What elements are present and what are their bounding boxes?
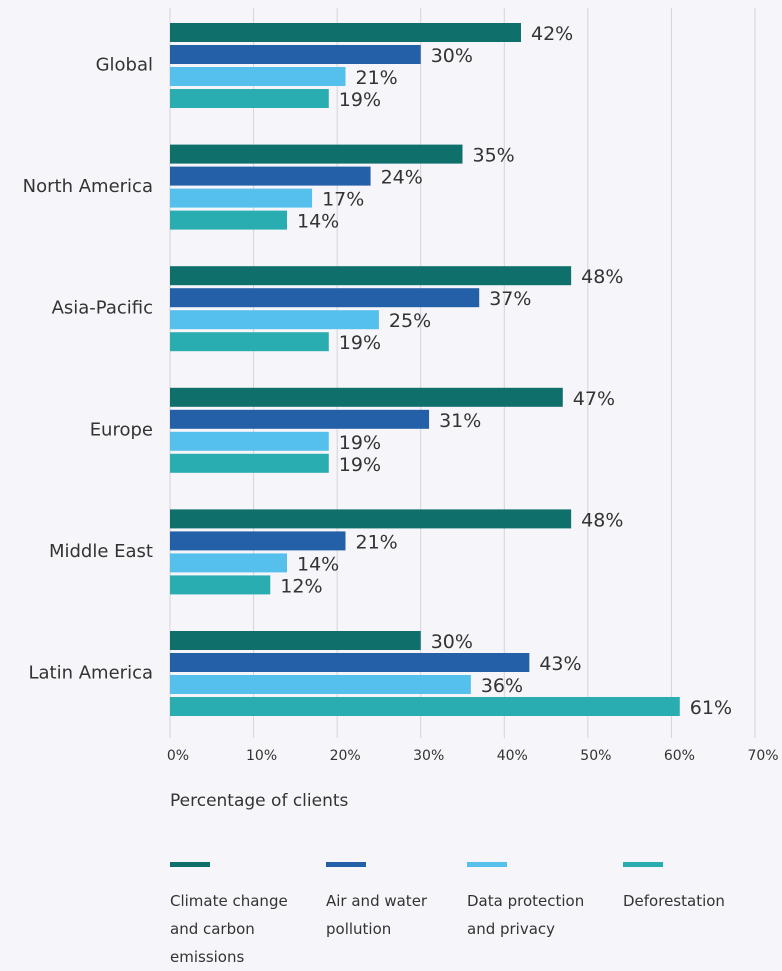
legend-item: Deforestation xyxy=(623,862,753,915)
category-label: Global xyxy=(96,55,153,76)
bar xyxy=(170,553,287,573)
value-label: 24% xyxy=(381,167,423,189)
x-tick-label: 20% xyxy=(330,748,361,764)
value-label: 31% xyxy=(439,410,481,432)
bar xyxy=(170,653,530,672)
value-label: 35% xyxy=(473,145,515,167)
value-label: 14% xyxy=(297,553,339,575)
legend-item: Data protection and privacy xyxy=(467,862,607,943)
bar xyxy=(170,67,346,86)
x-tick-label: 70% xyxy=(747,748,778,764)
category-label: Europe xyxy=(90,419,153,440)
legend-label: Air and water pollution xyxy=(326,892,428,938)
value-label: 42% xyxy=(531,23,573,45)
bar xyxy=(170,697,680,716)
legend-swatch xyxy=(467,862,507,867)
bar xyxy=(170,166,371,186)
bar xyxy=(170,210,287,230)
category-label: North America xyxy=(23,176,153,197)
value-label: 37% xyxy=(489,288,531,310)
bar xyxy=(170,409,430,429)
x-tick-label: 40% xyxy=(497,748,528,764)
bar xyxy=(170,45,421,64)
bar xyxy=(170,332,329,352)
value-label: 21% xyxy=(356,531,398,553)
bar xyxy=(170,675,471,694)
value-label: 19% xyxy=(339,454,381,476)
bar xyxy=(170,531,346,551)
value-label: 47% xyxy=(573,388,615,410)
x-tick-label: 10% xyxy=(246,748,277,764)
category-label: Asia-Pacific xyxy=(52,298,153,319)
bar xyxy=(170,288,480,308)
value-label: 36% xyxy=(481,675,523,697)
x-axis-title: Percentage of clients xyxy=(170,791,349,811)
category-label: Latin America xyxy=(29,663,154,684)
value-label: 21% xyxy=(356,67,398,89)
legend-label: Deforestation xyxy=(623,892,725,910)
value-label: 30% xyxy=(431,45,473,67)
value-label: 19% xyxy=(339,332,381,354)
x-tick-label: 50% xyxy=(580,748,611,764)
category-label: Middle East xyxy=(49,541,153,562)
bar xyxy=(170,23,521,42)
bar xyxy=(170,431,329,451)
bar xyxy=(170,89,329,108)
value-label: 19% xyxy=(339,432,381,454)
value-label: 61% xyxy=(690,697,732,719)
legend-item: Climate change and carbon emissions xyxy=(170,862,310,971)
value-label: 48% xyxy=(581,266,623,288)
x-tick-label: 60% xyxy=(664,748,695,764)
legend-swatch xyxy=(170,862,210,867)
value-label: 14% xyxy=(297,211,339,233)
value-label: 19% xyxy=(339,89,381,111)
value-label: 30% xyxy=(431,631,473,653)
value-label: 43% xyxy=(539,653,581,675)
bar xyxy=(170,387,563,407)
legend-label: Climate change and carbon emissions xyxy=(170,892,288,966)
bar xyxy=(170,631,421,650)
legend-swatch xyxy=(326,862,366,867)
bar xyxy=(170,509,572,529)
bar xyxy=(170,575,271,595)
x-tick-label: 30% xyxy=(413,748,444,764)
value-label: 48% xyxy=(581,509,623,531)
legend-item: Air and water pollution xyxy=(326,862,451,943)
bar xyxy=(170,266,572,286)
value-label: 12% xyxy=(280,575,322,597)
bar xyxy=(170,188,313,208)
bar xyxy=(170,310,379,330)
bar xyxy=(170,453,329,473)
x-tick-label: 0% xyxy=(167,748,189,764)
legend-label: Data protection and privacy xyxy=(467,892,585,938)
value-label: 25% xyxy=(389,310,431,332)
bar xyxy=(170,144,463,164)
legend-swatch xyxy=(623,862,663,867)
value-label: 17% xyxy=(322,189,364,211)
